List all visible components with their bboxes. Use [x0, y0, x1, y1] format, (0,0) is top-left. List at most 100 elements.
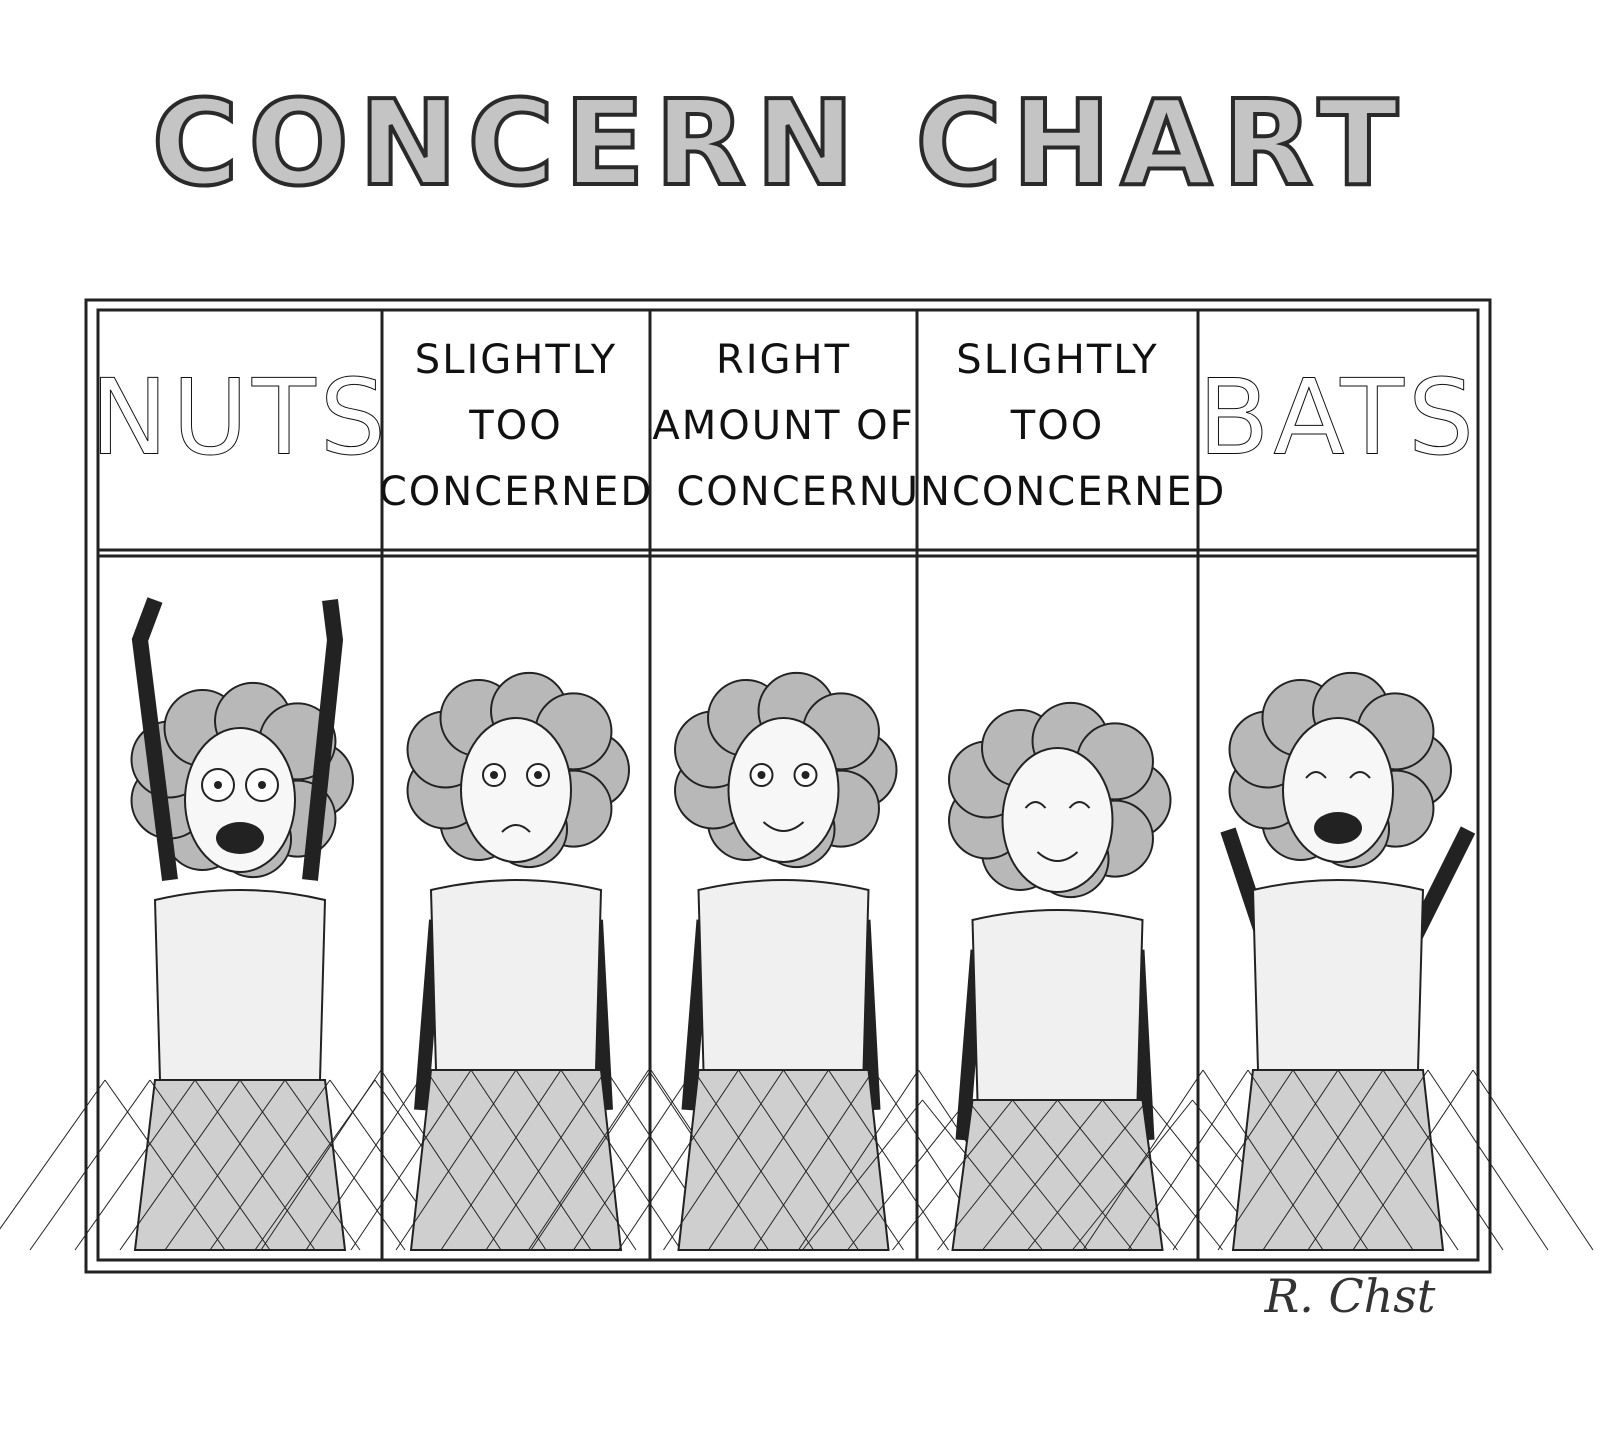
skirt-pattern: [515, 1069, 637, 1251]
skirt-pattern: [1247, 1069, 1369, 1251]
shirt: [971, 909, 1144, 1101]
skirt-pattern: [470, 1069, 592, 1251]
skirt-pattern: [1057, 1099, 1178, 1251]
eye: [1024, 801, 1047, 809]
skirt-pattern: [798, 1069, 919, 1251]
skirt-pattern: [1262, 1069, 1384, 1251]
column-header: BATS: [1198, 356, 1478, 478]
skirt-pattern: [440, 1069, 562, 1251]
skirt-pattern: [937, 1099, 1058, 1251]
eye: [1305, 771, 1327, 779]
mouth: [216, 822, 264, 854]
column-header: UNCONCERNED: [889, 469, 1227, 515]
skirt-pattern: [350, 1069, 472, 1251]
skirt-pattern: [209, 1079, 331, 1251]
skirt-pattern: [738, 1069, 859, 1251]
mouth: [1314, 812, 1362, 844]
skirt-pattern: [1012, 1099, 1133, 1251]
shirt: [153, 889, 327, 1081]
skirt-pattern: [485, 1069, 607, 1251]
face: [1282, 717, 1394, 863]
eye: [1068, 801, 1091, 809]
face: [1001, 747, 1114, 893]
column-header: CONCERNED: [379, 469, 653, 515]
skirt-pattern: [149, 1079, 271, 1251]
skirt-pattern: [967, 1099, 1088, 1251]
skirt-pattern: [425, 1069, 547, 1251]
skirt-pattern: [828, 1069, 949, 1251]
skirt-pattern: [1202, 1069, 1324, 1251]
skirt-pattern: [1292, 1069, 1414, 1251]
skirt-pattern: [1352, 1069, 1474, 1251]
skirt-pattern: [1172, 1069, 1294, 1251]
shirt: [429, 879, 603, 1071]
skirt-pattern: [1472, 1069, 1594, 1251]
skirt-pattern: [119, 1079, 241, 1251]
column-header: SLIGHTLY: [956, 337, 1158, 383]
skirt-pattern: [260, 1069, 382, 1251]
skirt-pattern: [1082, 1069, 1204, 1251]
skirt-pattern: [1337, 1069, 1459, 1251]
skirt: [951, 1099, 1164, 1251]
skirt-pattern: [892, 1099, 1013, 1251]
column-header: CONCERN: [676, 469, 890, 515]
column-header: SLIGHTLY: [415, 337, 617, 383]
column-header: AMOUNT OF: [652, 403, 914, 449]
skirt: [133, 1079, 347, 1251]
skirt-pattern: [528, 1069, 649, 1251]
eye: [1349, 771, 1371, 779]
skirt-pattern: [1102, 1099, 1223, 1251]
title: CONCERN CHART: [152, 74, 1408, 212]
face: [184, 727, 296, 873]
skirt-pattern: [802, 1099, 923, 1251]
skirt-pattern: [284, 1079, 406, 1251]
skirt: [409, 1069, 623, 1251]
skirt-pattern: [1027, 1099, 1148, 1251]
face: [727, 717, 840, 863]
skirt-pattern: [1427, 1069, 1549, 1251]
skirt-pattern: [1127, 1069, 1249, 1251]
skirt-pattern: [618, 1069, 739, 1251]
skirt-pattern: [74, 1079, 196, 1251]
skirt: [677, 1069, 890, 1251]
skirt-pattern: [708, 1069, 829, 1251]
skirt-pattern: [693, 1069, 814, 1251]
skirt-pattern: [29, 1079, 151, 1251]
column-header: TOO: [468, 403, 562, 449]
skirt-pattern: [164, 1079, 286, 1251]
pupil: [534, 771, 542, 779]
pupil: [801, 771, 810, 779]
mouth: [1036, 851, 1079, 862]
outer-frame: [84, 298, 1492, 1274]
skirt-pattern: [1307, 1069, 1429, 1251]
pupil: [490, 771, 498, 779]
arm: [131, 597, 178, 881]
pupil: [214, 781, 222, 789]
inner-frame: [96, 308, 1480, 1262]
skirt-pattern: [847, 1099, 968, 1251]
skirt-pattern: [530, 1069, 652, 1251]
column-header: RIGHT: [716, 337, 851, 383]
shirt: [697, 879, 870, 1071]
pupil: [258, 781, 266, 789]
skirt-pattern: [663, 1069, 784, 1251]
skirt-pattern: [648, 1069, 769, 1251]
skirt-pattern: [104, 1079, 226, 1251]
column-header: TOO: [1010, 403, 1104, 449]
shirt: [1251, 879, 1425, 1071]
arm: [302, 599, 344, 881]
face: [460, 717, 572, 863]
mouth: [762, 821, 805, 832]
skirt-pattern: [239, 1079, 361, 1251]
column-header: NUTS: [90, 356, 389, 478]
skirt-pattern: [1382, 1069, 1504, 1251]
skirt-pattern: [982, 1099, 1103, 1251]
skirt-pattern: [783, 1069, 904, 1251]
skirt-pattern: [380, 1069, 502, 1251]
skirt-pattern: [573, 1069, 694, 1251]
skirt-pattern: [0, 1079, 106, 1230]
signature: R. Chst: [1264, 1269, 1436, 1323]
skirt-pattern: [560, 1069, 682, 1251]
skirt: [1231, 1069, 1445, 1251]
skirt-pattern: [922, 1099, 1043, 1251]
